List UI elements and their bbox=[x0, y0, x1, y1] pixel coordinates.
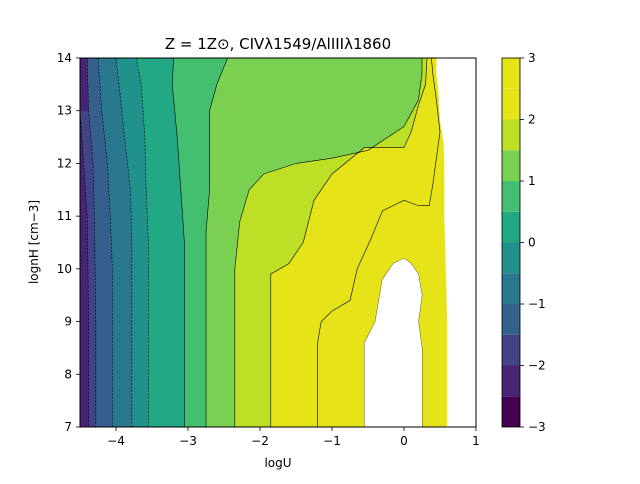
colorbar-tick-label: −3 bbox=[528, 420, 546, 434]
band-level-2 bbox=[317, 58, 476, 427]
y-tick-label: 10 bbox=[57, 262, 72, 276]
colorbar: −3 −2 −1 0 1 2 3 bbox=[501, 51, 546, 434]
colorbar-segment bbox=[502, 181, 520, 212]
no-data-inner bbox=[364, 258, 422, 427]
colorbar-segment bbox=[502, 119, 520, 151]
y-tick-label: 8 bbox=[64, 367, 72, 381]
contour-line-m2_5 bbox=[80, 110, 89, 427]
colorbar-segment bbox=[502, 273, 520, 304]
colorbar-tick-label: 1 bbox=[528, 174, 536, 188]
x-tick-label: 0 bbox=[400, 434, 408, 448]
contour-line-m1_5 bbox=[97, 58, 113, 427]
x-tick-label: −3 bbox=[179, 434, 197, 448]
colorbar-segment bbox=[502, 150, 520, 181]
y-tick-label: 13 bbox=[57, 104, 72, 118]
colorbar-segment bbox=[502, 334, 520, 366]
y-axis: 7 8 9 10 11 12 13 14 bbox=[57, 51, 80, 434]
colorbar-segment bbox=[502, 242, 520, 274]
plot-area bbox=[80, 58, 476, 427]
x-tick-label: −4 bbox=[107, 434, 125, 448]
colorbar-segment bbox=[502, 88, 520, 120]
y-axis-label: lognH [cm−3] bbox=[27, 200, 41, 284]
y-tick-label: 14 bbox=[57, 51, 72, 65]
contour-line-1 bbox=[234, 58, 423, 427]
colorbar-tick-label: 2 bbox=[528, 113, 536, 127]
colorbar-segment bbox=[502, 396, 520, 427]
contour-line-1_5 bbox=[270, 58, 428, 427]
colorbar-tick-label: 3 bbox=[528, 51, 536, 65]
x-tick-label: 1 bbox=[472, 434, 480, 448]
plot-frame bbox=[79, 57, 477, 428]
y-tick-label: 7 bbox=[64, 420, 72, 434]
colorbar-tick-label: −2 bbox=[528, 359, 546, 373]
chart-title: Z = 1Z⊙, CIVλ1549/AlIIIλ1860 bbox=[165, 35, 391, 53]
no-data-edge bbox=[436, 58, 476, 427]
no-data-regions bbox=[364, 58, 476, 427]
contour-line-m1 bbox=[115, 58, 133, 427]
x-tick-label: −2 bbox=[251, 434, 269, 448]
x-axis: −4 −3 −2 −1 0 1 bbox=[107, 427, 480, 448]
x-axis-label: logU bbox=[264, 456, 291, 470]
contour-line-0_5 bbox=[205, 58, 228, 427]
colorbar-segment bbox=[502, 365, 520, 397]
colorbar-segment bbox=[502, 304, 520, 335]
y-tick-label: 12 bbox=[57, 156, 72, 170]
contour-line-m2 bbox=[86, 58, 97, 427]
colorbar-segment bbox=[502, 211, 520, 243]
colorbar-tick-label: 0 bbox=[528, 236, 536, 250]
y-tick-label: 9 bbox=[64, 315, 72, 329]
contour-lines bbox=[80, 58, 441, 427]
contour-line-0 bbox=[171, 58, 185, 427]
colorbar-segment bbox=[502, 58, 520, 89]
x-tick-label: −1 bbox=[323, 434, 341, 448]
contour-line-m0_5 bbox=[135, 58, 149, 427]
contour-line-2 bbox=[317, 58, 441, 427]
colorbar-tick-label: −1 bbox=[528, 297, 546, 311]
filled-contour-bands bbox=[80, 58, 476, 427]
y-tick-label: 11 bbox=[57, 209, 72, 223]
